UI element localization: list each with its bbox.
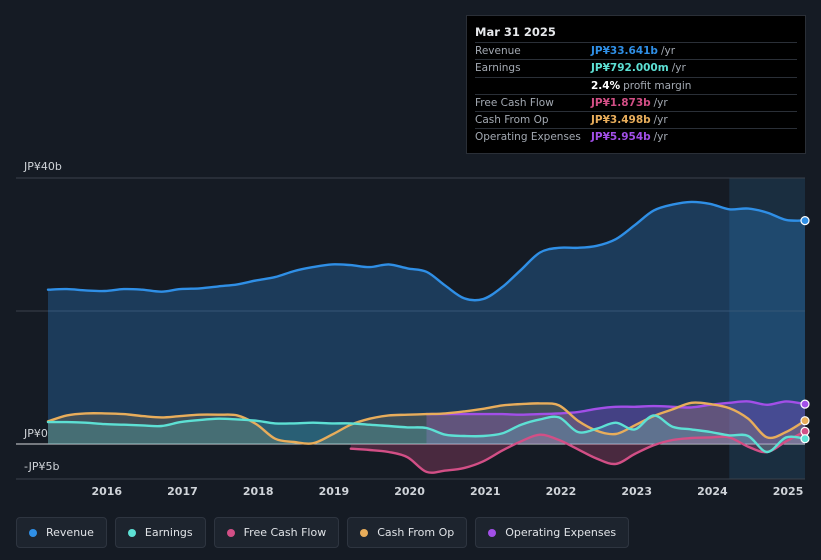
legend-dot-icon xyxy=(488,528,497,537)
legend-label: Earnings xyxy=(144,526,193,539)
legend-label: Free Cash Flow xyxy=(243,526,327,539)
legend-dot-icon xyxy=(127,528,136,537)
x-tick-label: 2019 xyxy=(319,485,350,498)
y-tick-label: JP¥40b xyxy=(23,160,62,173)
tooltip-row-unit: /yr xyxy=(653,96,668,109)
end-marker-earnings xyxy=(800,434,810,444)
tooltip-row-value: JP¥1.873b xyxy=(591,96,651,109)
tooltip-row-unit: /yr xyxy=(653,131,668,144)
legend-item-cash-from-op[interactable]: Cash From Op xyxy=(347,517,468,548)
tooltip-row-label xyxy=(475,78,591,94)
legend-dot-icon xyxy=(226,528,235,537)
x-tick-label: 2016 xyxy=(91,485,122,498)
tooltip-rows: Revenue JP¥33.641b/yr Earnings JP¥792.000m /… xyxy=(475,42,797,146)
tooltip-row: Operating Expenses JP¥5.954b/yr xyxy=(475,128,797,145)
tooltip-row: Cash From Op JP¥3.498b/yr xyxy=(475,111,797,128)
x-tick-label: 2020 xyxy=(394,485,425,498)
legend-label: Cash From Op xyxy=(377,526,455,539)
tooltip-row-label: Operating Expenses xyxy=(475,131,581,144)
chart-end-markers xyxy=(800,216,810,444)
tooltip-row: 2.4% profit margin xyxy=(475,76,797,94)
chart-lines xyxy=(46,200,807,474)
tooltip-row-value: JP¥3.498b xyxy=(591,114,651,127)
tooltip-row-value: 2.4% xyxy=(591,79,621,92)
legend-item-free-cash-flow[interactable]: Free Cash Flow xyxy=(213,517,340,548)
legend-item-operating-expenses[interactable]: Operating Expenses xyxy=(475,517,630,548)
x-tick-label: 2018 xyxy=(243,485,274,498)
tooltip-row-label: Revenue xyxy=(475,45,521,57)
x-tick-label: 2023 xyxy=(621,485,652,498)
x-tick-label: 2017 xyxy=(167,485,198,498)
tooltip-row-value: JP¥792.000m xyxy=(591,62,669,75)
tooltip-date: Mar 31 2025 xyxy=(475,25,556,39)
tooltip-row: Revenue JP¥33.641b/yr xyxy=(475,42,797,59)
tooltip-row-unit: /yr xyxy=(671,62,686,75)
legend-dot-icon xyxy=(29,528,37,537)
line-revenue xyxy=(46,200,807,302)
legend-item-revenue[interactable]: Revenue xyxy=(16,517,107,548)
legend-label: Revenue xyxy=(46,526,94,539)
end-marker-revenue xyxy=(800,216,810,226)
chart-gridlines xyxy=(16,177,805,480)
y-tick-label: -JP¥5b xyxy=(24,460,59,473)
legend-item-earnings[interactable]: Earnings xyxy=(114,517,206,548)
legend-dot-icon xyxy=(360,528,369,537)
legend-label: Operating Expenses xyxy=(505,526,617,539)
chart-legend: Revenue Earnings Free Cash Flow Cash From O… xyxy=(16,517,630,548)
end-marker-cfo xyxy=(800,416,810,426)
line-earnings xyxy=(46,414,807,454)
tooltip-row: Earnings JP¥792.000m/yr xyxy=(475,59,797,76)
line-opex xyxy=(425,400,807,416)
tooltip-row-label: Earnings xyxy=(475,62,521,75)
area-cfo xyxy=(48,402,805,444)
area-revenue xyxy=(48,201,805,444)
tooltip-row-value: JP¥33.641b xyxy=(591,45,658,57)
y-axis-labels: JP¥40b JP¥0 -JP¥5b xyxy=(23,160,62,473)
tooltip-row-label: Free Cash Flow xyxy=(475,96,554,109)
area-earnings xyxy=(48,415,805,453)
x-tick-label: 2022 xyxy=(546,485,577,498)
x-axis-labels: 2016 2017 2018 2019 2020 2021 2022 2023 2024 2025 xyxy=(91,485,803,498)
tooltip-row: Free Cash Flow JP¥1.873b/yr xyxy=(475,93,797,111)
tooltip-row-unit: profit margin xyxy=(623,79,692,92)
x-tick-label: 2024 xyxy=(697,485,728,498)
x-tick-label: 2021 xyxy=(470,485,501,498)
tooltip-row-unit: /yr xyxy=(660,45,676,57)
area-fcf xyxy=(350,431,805,473)
x-tick-label: 2025 xyxy=(773,485,804,498)
line-fcf xyxy=(349,430,807,474)
tooltip-row-unit: /yr xyxy=(653,114,668,127)
line-cfo xyxy=(46,401,807,445)
data-tooltip: Mar 31 2025 Revenue JP¥33.641b/yr Earnings… xyxy=(466,15,806,154)
chart-areas xyxy=(48,201,805,473)
y-tick-label: JP¥0 xyxy=(23,427,48,440)
end-marker-opex xyxy=(800,399,810,409)
tooltip-row-label: Cash From Op xyxy=(475,114,549,127)
tooltip-row-value: JP¥5.954b xyxy=(591,131,651,144)
